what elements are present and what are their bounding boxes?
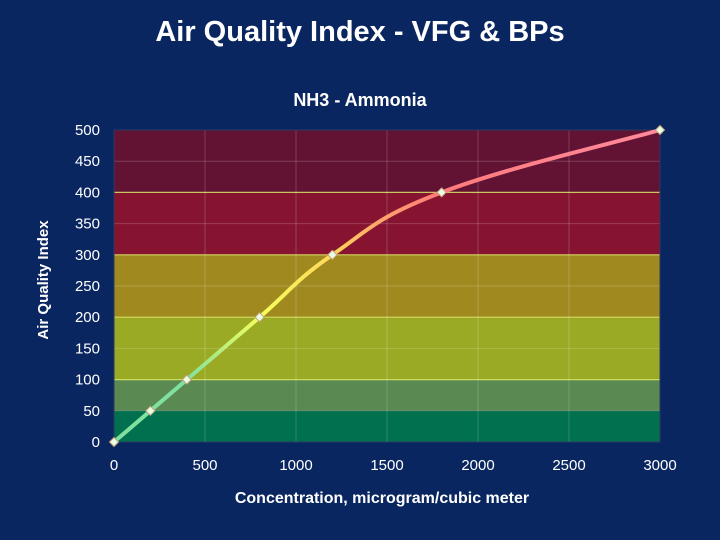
grid-lines bbox=[113, 129, 661, 443]
x-tick-label: 1500 bbox=[370, 457, 403, 474]
x-tick-label: 3000 bbox=[643, 457, 676, 474]
data-point-1800-400 bbox=[436, 187, 447, 198]
x-tick-label: 2500 bbox=[552, 457, 585, 474]
aqi-band-0-50 bbox=[114, 410, 660, 442]
y-tick-label: 50 bbox=[83, 403, 100, 420]
plot-border bbox=[113, 129, 661, 443]
x-tick-label: 0 bbox=[110, 457, 118, 474]
y-tick-labels: 0 50 100 150 200 250 300 350 400 450 500 bbox=[75, 122, 100, 451]
aqi-band-300-400 bbox=[114, 192, 660, 255]
data-point-3000-500 bbox=[654, 124, 666, 136]
x-tick-label: 2000 bbox=[461, 457, 494, 474]
y-tick-label: 0 bbox=[92, 434, 100, 451]
x-tick-label: 500 bbox=[192, 457, 217, 474]
aqi-band-400-500 bbox=[114, 130, 660, 193]
data-point-200-50 bbox=[145, 405, 156, 417]
x-tick-labels: 0 500 1000 1500 2000 2500 3000 bbox=[110, 457, 677, 474]
x-tick-label: 1000 bbox=[279, 457, 312, 474]
data-point-1200-300 bbox=[327, 249, 338, 261]
y-tick-label: 200 bbox=[75, 309, 100, 326]
y-tick-label: 350 bbox=[75, 216, 100, 233]
aqi-bands bbox=[114, 130, 660, 442]
data-point-800-200 bbox=[254, 311, 265, 323]
y-tick-label: 250 bbox=[75, 278, 100, 295]
y-axis-label: Air Quality Index bbox=[35, 220, 52, 340]
y-tick-label: 300 bbox=[75, 247, 100, 264]
y-tick-label: 450 bbox=[75, 153, 100, 170]
y-tick-label: 500 bbox=[75, 122, 100, 139]
y-tick-label: 400 bbox=[75, 184, 100, 201]
aqi-curve-line bbox=[112, 128, 662, 444]
chart-title: NH3 - Ammonia bbox=[293, 90, 427, 110]
aqi-band-100-200 bbox=[114, 317, 660, 380]
data-point-400-100 bbox=[181, 374, 193, 385]
data-markers bbox=[108, 124, 666, 448]
x-axis-label: Concentration, microgram/cubic meter bbox=[235, 490, 529, 507]
slide-title: Air Quality Index - VFG & BPs bbox=[155, 16, 565, 48]
data-point-0-0 bbox=[108, 436, 120, 448]
y-tick-label: 150 bbox=[75, 340, 100, 357]
y-tick-label: 100 bbox=[75, 372, 100, 389]
aqi-band-50-100 bbox=[114, 379, 660, 411]
aqi-curve bbox=[112, 128, 662, 444]
aqi-band-200-300 bbox=[114, 254, 660, 318]
